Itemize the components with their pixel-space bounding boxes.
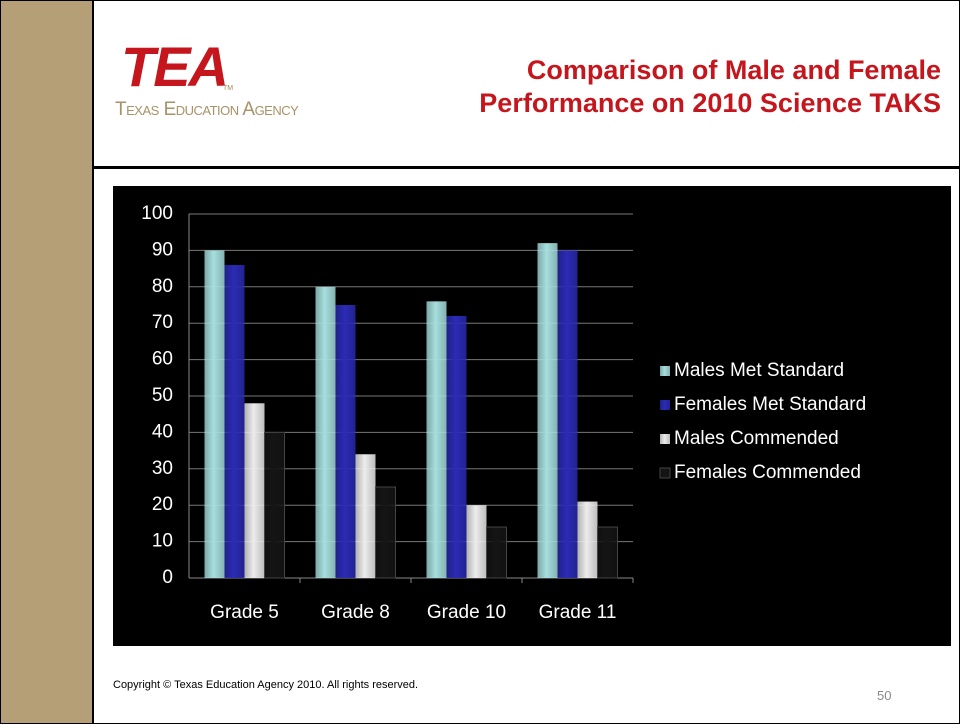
copyright: Copyright © Texas Education Agency 2010.… [113,679,419,691]
page-number: 50 [877,688,892,703]
y-tick-label: 90 [152,239,173,260]
logo-mark: TEA [121,35,229,98]
y-tick-label: 50 [152,385,173,406]
legend-label: Females Commended [674,462,861,483]
y-tick-label: 60 [152,349,173,370]
bar [537,243,558,578]
y-tick-label: 10 [152,531,173,552]
bar [597,526,618,579]
y-tick-label: 40 [152,421,173,442]
legend-swatch [660,434,670,444]
header-rule [94,166,959,169]
x-tick-label: Grade 5 [210,602,279,623]
y-tick-label: 30 [152,458,173,479]
legend-label: Males Commended [674,428,839,449]
x-tick-label: Grade 8 [321,602,390,623]
chart-title: Comparison of Male and Female Performanc… [479,55,941,118]
bar [264,431,285,579]
bar [557,250,578,578]
y-tick-label: 100 [141,203,173,224]
bar [355,454,376,578]
y-tick-label: 20 [152,494,173,515]
logo-tm: TM [223,85,234,92]
bar [446,315,467,578]
legend-label: Females Met Standard [674,394,866,415]
bar [426,301,447,578]
legend-swatch [660,400,670,410]
legend-label: Males Met Standard [674,360,844,381]
bar [224,264,245,578]
bar [315,286,336,578]
bar [466,505,487,578]
legend-swatch [659,467,671,479]
bar [244,403,265,578]
sidebar [1,1,94,723]
x-tick-label: Grade 10 [427,602,506,623]
legend-swatch [660,366,670,376]
logo-name: Texas Education Agency [115,99,299,120]
bar [375,486,396,579]
bar [204,250,225,578]
bar [335,305,356,578]
bar [486,526,507,579]
x-tick-label: Grade 11 [539,602,617,623]
y-tick-label: 70 [152,312,173,333]
bar [577,501,598,578]
y-tick-label: 80 [152,276,173,297]
y-tick-label: 0 [162,567,173,588]
